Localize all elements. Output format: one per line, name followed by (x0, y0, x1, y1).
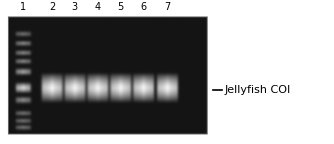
Text: 3: 3 (72, 2, 78, 12)
Text: 4: 4 (95, 2, 101, 12)
Text: 7: 7 (164, 2, 170, 12)
Text: 2: 2 (49, 2, 55, 12)
Text: 5: 5 (117, 2, 124, 12)
Text: Jellyfish COI: Jellyfish COI (224, 85, 291, 95)
Text: 1: 1 (20, 2, 26, 12)
Text: 6: 6 (140, 2, 146, 12)
